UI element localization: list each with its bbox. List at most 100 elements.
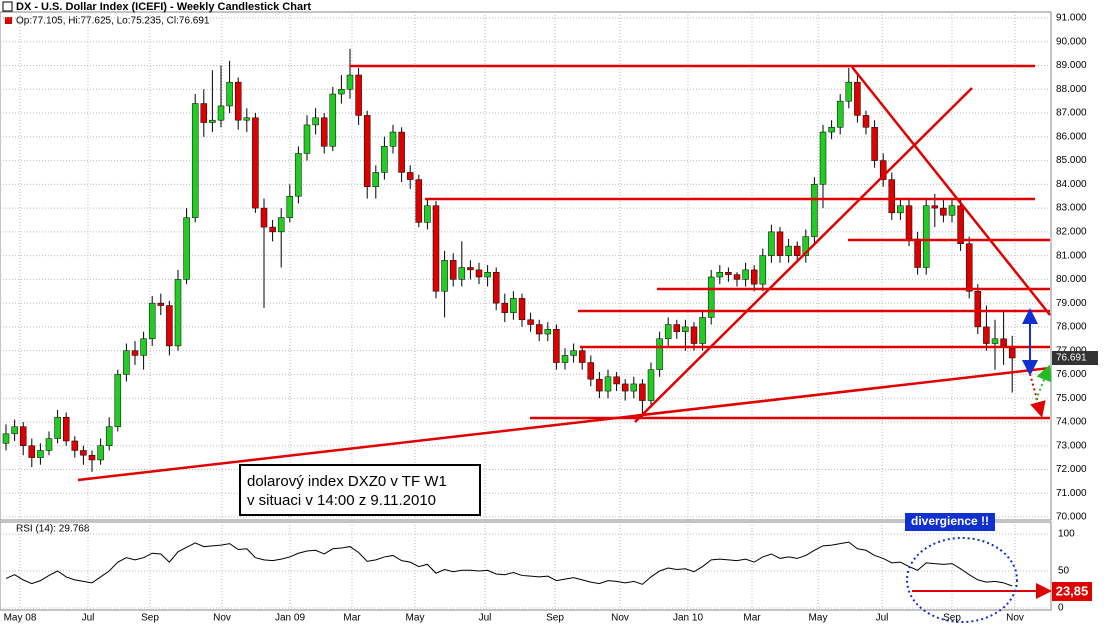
x-tick-label: Sep — [141, 613, 159, 624]
candle-body — [630, 383, 638, 392]
candle-body — [286, 195, 294, 218]
x-tick-label: Jul — [479, 613, 492, 624]
candle-body — [11, 426, 18, 435]
y-tick-label: 83.000 — [1056, 203, 1087, 214]
candle-body — [432, 205, 440, 292]
candle-body — [1000, 338, 1007, 347]
rsi-line — [5, 541, 1013, 587]
rsi-tick-label: 50 — [1058, 566, 1070, 577]
candle-body — [458, 267, 466, 280]
rsi-frame — [0, 521, 1052, 611]
candle-body — [449, 260, 457, 280]
candle-body — [501, 302, 509, 313]
x-tick-label: Jan 10 — [673, 613, 703, 624]
candle-body — [742, 269, 749, 280]
candle-body — [535, 324, 543, 335]
candle-body — [166, 305, 173, 347]
candle-body — [656, 338, 663, 370]
y-tick-label: 88.000 — [1056, 84, 1087, 95]
candle-body — [484, 272, 491, 278]
candle-body — [897, 205, 904, 214]
y-tick-label: 87.000 — [1056, 108, 1087, 119]
candle-body — [879, 160, 887, 180]
candle-body — [415, 179, 423, 223]
candle-body — [97, 445, 104, 461]
candle-body — [269, 226, 276, 233]
x-tick-label: May — [406, 613, 425, 624]
candle-body — [381, 146, 388, 173]
candle-body — [690, 326, 698, 344]
candle-body — [243, 117, 251, 121]
candle-body — [2, 433, 10, 444]
candle-body — [793, 245, 801, 256]
y-tick-label: 90.000 — [1056, 36, 1087, 47]
legend-swatch — [5, 17, 12, 24]
candle-body — [914, 238, 921, 268]
candle-body — [398, 131, 405, 173]
y-tick-label: 74.000 — [1056, 417, 1087, 428]
candle-body — [28, 445, 36, 458]
ohlc-legend: Op:77.105, Hi:77.625, Lo:75.235, Cl:76.6… — [16, 16, 210, 27]
candle-body — [148, 302, 156, 340]
y-tick-label: 86.000 — [1056, 131, 1087, 142]
candle-body — [664, 324, 672, 340]
candle-body — [716, 272, 724, 278]
y-tick-label: 85.000 — [1056, 155, 1087, 166]
x-tick-label: May — [809, 613, 828, 624]
candle-body — [991, 338, 999, 344]
candle-body — [492, 272, 500, 304]
candle-body — [329, 93, 337, 147]
candle-body — [733, 274, 741, 280]
y-tick-label: 80.000 — [1056, 274, 1087, 285]
candle-body — [854, 81, 861, 116]
trend-lines — [77, 64, 1052, 623]
candle-body — [699, 317, 706, 344]
x-tick-label: Sep — [943, 613, 961, 624]
y-tick-label: 84.000 — [1056, 179, 1087, 190]
candle-body — [131, 350, 139, 356]
candle-body — [518, 298, 526, 321]
candle-body — [71, 440, 79, 451]
legend-box — [2, 1, 13, 12]
candle-body — [707, 276, 715, 318]
candle-body — [320, 117, 328, 147]
candle-body — [346, 74, 354, 90]
candle-body — [983, 326, 990, 344]
candle-body — [802, 236, 810, 256]
candle-body — [174, 279, 182, 347]
candle-body — [45, 438, 53, 451]
candle-body — [234, 81, 242, 121]
candle-body — [596, 378, 603, 392]
candle-body — [363, 115, 371, 187]
x-tick-label: Mar — [743, 613, 761, 624]
y-tick-label: 70.000 — [1056, 512, 1087, 523]
divergence-label: divergience !! — [911, 514, 989, 528]
candle-body — [905, 205, 913, 240]
y-tick-label: 79.000 — [1056, 298, 1087, 309]
y-tick-label: 72.000 — [1056, 464, 1087, 475]
candle-body — [114, 374, 122, 427]
candle-body — [828, 127, 835, 133]
candle-body — [682, 326, 689, 332]
candle-body — [776, 231, 784, 256]
price-frame — [0, 11, 1052, 521]
y-tick-label: 71.000 — [1056, 488, 1087, 499]
candle-body — [819, 131, 827, 185]
candle-body — [191, 103, 199, 218]
candle-body — [37, 450, 44, 458]
candle-body — [544, 329, 552, 335]
rsi-tick-label: 100 — [1058, 529, 1075, 540]
candle-body — [183, 217, 190, 280]
candle-body — [578, 350, 586, 363]
candle-body — [759, 255, 767, 285]
chart-title: DX - U.S. Dollar Index (ICEFI) - Weekly … — [16, 1, 311, 13]
last-price-label: 76.691 — [1056, 353, 1087, 364]
candle-body — [19, 426, 27, 446]
x-tick-label: Nov — [1006, 613, 1024, 624]
candle-body — [931, 205, 939, 209]
candle-body — [811, 184, 818, 237]
candle-body — [570, 350, 577, 356]
candle-body — [54, 416, 61, 439]
divergence-box — [905, 513, 995, 531]
candle-body — [647, 369, 655, 401]
